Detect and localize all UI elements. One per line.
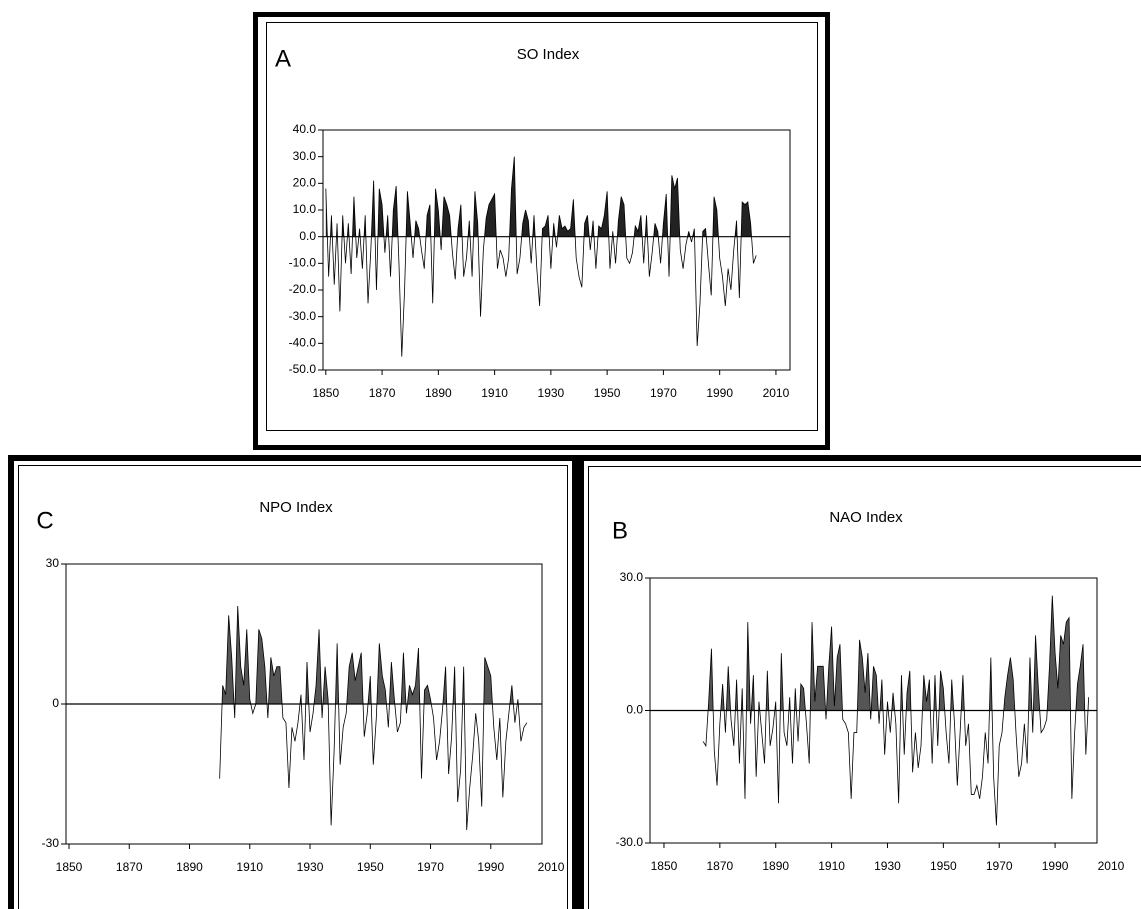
y-tick-label: -30.0 [616, 835, 644, 849]
x-tick-label: 1890 [425, 386, 452, 400]
panel-label: A [275, 45, 291, 72]
x-tick-label: 1950 [357, 860, 384, 874]
x-tick-label: 1870 [369, 386, 396, 400]
y-tick-label: 10.0 [293, 202, 317, 216]
chart-title: SO Index [517, 46, 580, 63]
panel-frame [253, 12, 830, 450]
x-tick-label: 1870 [116, 860, 143, 874]
chart-title: NAO Index [829, 509, 903, 526]
panel-label: C [36, 507, 53, 534]
y-tick-label: -20.0 [289, 282, 317, 296]
x-tick-label: 1990 [706, 386, 733, 400]
x-tick-label: 1890 [176, 860, 203, 874]
panel-frame [8, 455, 578, 909]
x-tick-label: 1970 [417, 860, 444, 874]
x-tick-label: 1970 [986, 859, 1013, 873]
x-tick-label: 1930 [874, 859, 901, 873]
x-tick-label: 1930 [538, 386, 565, 400]
x-tick-label: 2010 [538, 860, 565, 874]
x-tick-label: 1850 [56, 860, 83, 874]
x-tick-label: 2010 [1098, 859, 1125, 873]
y-tick-label: 20.0 [293, 176, 317, 190]
x-tick-label: 1970 [650, 386, 677, 400]
x-tick-label: 1990 [1042, 859, 1069, 873]
x-tick-label: 1850 [651, 859, 678, 873]
x-tick-label: 1910 [236, 860, 263, 874]
series-line [325, 156, 757, 357]
series-line [219, 605, 528, 831]
x-tick-label: 1850 [312, 386, 339, 400]
y-tick-label: -30.0 [289, 309, 317, 323]
y-tick-label: -50.0 [289, 362, 317, 376]
y-tick-label: 40.0 [293, 122, 317, 136]
panel-frame [578, 455, 1141, 909]
x-tick-label: 1910 [481, 386, 508, 400]
y-tick-label: 0 [52, 696, 59, 710]
chart-border [266, 22, 818, 431]
chart-border [588, 466, 1141, 909]
y-tick-label: 0.0 [299, 229, 316, 243]
y-tick-label: 30.0 [620, 570, 644, 584]
y-tick-label: -40.0 [289, 336, 317, 350]
x-tick-label: 1870 [706, 859, 733, 873]
panel-label: B [612, 517, 628, 544]
x-tick-label: 1910 [818, 859, 845, 873]
y-tick-label: 30 [46, 556, 60, 570]
x-tick-label: 1890 [762, 859, 789, 873]
chart-title: NPO Index [259, 499, 333, 516]
y-tick-label: -30 [42, 836, 60, 850]
y-tick-label: 30.0 [293, 149, 317, 163]
x-tick-label: 1950 [930, 859, 957, 873]
y-tick-label: 0.0 [626, 703, 643, 717]
x-tick-label: 1950 [594, 386, 621, 400]
x-tick-label: 1930 [297, 860, 324, 874]
positive-area [703, 595, 1089, 711]
x-tick-label: 2010 [763, 386, 790, 400]
y-tick-label: -10.0 [289, 256, 317, 270]
x-tick-label: 1990 [477, 860, 504, 874]
chart-border [18, 465, 568, 909]
series-line [702, 595, 1090, 826]
plot-area [322, 129, 791, 371]
